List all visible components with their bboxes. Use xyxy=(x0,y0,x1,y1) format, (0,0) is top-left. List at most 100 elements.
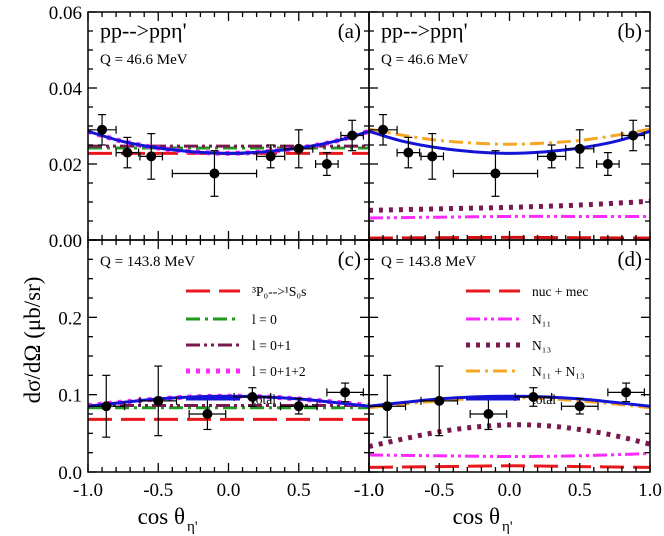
data-point xyxy=(139,133,164,180)
panel-label: (c) xyxy=(338,247,361,271)
y-tick-label: 0.04 xyxy=(49,79,83,100)
y-tick-label: 0.00 xyxy=(49,231,82,252)
data-point xyxy=(340,119,364,152)
data-point-marker xyxy=(434,395,445,406)
panel-plot-area-a xyxy=(88,113,369,197)
x-axis-label-left-subscript: η' xyxy=(187,519,198,535)
series-line-total xyxy=(88,129,369,155)
data-point xyxy=(596,152,620,176)
panel-plot-area-c xyxy=(88,365,369,438)
data-point-marker xyxy=(153,395,164,406)
data-point xyxy=(536,144,567,169)
energy-annotation: Q = 143.8 MeV xyxy=(100,254,195,270)
data-point xyxy=(607,382,645,403)
data-point-marker xyxy=(546,151,557,162)
y-tick-label: 0.1 xyxy=(58,386,82,407)
series-line-n11 xyxy=(369,451,650,459)
data-point xyxy=(452,150,539,197)
x-tick-label: 0.0 xyxy=(217,480,241,501)
data-point-marker xyxy=(101,401,112,412)
panel-a: 0.00 0.02 0.04 0.06 pp-->ppη' Q = 46.6 MeV (a) xyxy=(49,3,370,252)
data-point-marker xyxy=(321,159,332,169)
data-point-marker xyxy=(347,130,358,141)
series-line-n11-n13 xyxy=(369,127,650,146)
x-tick-label: -1.0 xyxy=(354,480,384,501)
x-axis-label-left: cos θ xyxy=(138,504,185,529)
data-point-marker xyxy=(293,401,304,412)
data-point xyxy=(420,365,459,437)
data-point xyxy=(369,374,407,438)
data-point-marker xyxy=(621,387,632,398)
data-point-marker xyxy=(340,387,351,398)
data-point xyxy=(139,365,178,437)
series-line-total xyxy=(369,394,650,408)
data-point xyxy=(279,397,318,415)
legend-label: total xyxy=(532,392,556,407)
x-tick-label: -0.5 xyxy=(143,480,173,501)
x-tick-label: -1.0 xyxy=(73,480,103,501)
legend-label: total xyxy=(252,392,276,407)
y-tick-label: 0.02 xyxy=(49,155,82,176)
panel-label: (d) xyxy=(618,247,643,271)
series-line-n13 xyxy=(369,422,650,449)
legend-d: nuc + mec N₁₁ N₁₃ N₁₁ + N₁₃ total xyxy=(466,284,588,407)
data-point xyxy=(233,387,272,407)
data-point xyxy=(188,397,227,431)
data-point-marker xyxy=(602,159,613,169)
legend-label: l = 0+1 xyxy=(252,338,291,353)
x-tick-label: 1.0 xyxy=(638,480,662,501)
data-point-marker xyxy=(202,409,213,419)
data-point xyxy=(565,129,595,169)
y-tick-label: 0.2 xyxy=(58,308,82,329)
data-point-marker xyxy=(146,151,157,162)
x-tick-label: -0.5 xyxy=(424,480,454,501)
data-point-marker xyxy=(574,401,585,412)
energy-annotation: Q = 143.8 MeV xyxy=(381,254,476,270)
legend-label: l = 0 xyxy=(252,312,277,327)
y-tick-label: 0.06 xyxy=(49,3,82,24)
data-point-marker xyxy=(97,124,108,135)
legend-label: l = 0+1+2 xyxy=(252,364,306,379)
data-point xyxy=(88,113,117,146)
legend-label: N₁₁ + N₁₃ xyxy=(532,364,585,379)
panel-frame-c xyxy=(87,239,370,473)
data-point-marker xyxy=(490,168,501,179)
data-point xyxy=(115,136,140,169)
data-point-marker xyxy=(628,130,639,141)
data-point-marker xyxy=(209,168,220,179)
energy-annotation: Q = 46.6 MeV xyxy=(100,52,188,68)
data-point xyxy=(315,152,339,176)
data-point xyxy=(256,144,286,169)
panel-plot-area-d xyxy=(369,365,650,469)
data-point-marker xyxy=(382,401,393,412)
x-tick-label: 0.5 xyxy=(568,480,592,501)
series-line-n13 xyxy=(369,198,650,213)
legend-label: N₁₃ xyxy=(532,338,551,353)
series-line-total xyxy=(88,394,369,408)
y-axis-label: dσ/dΩ (μb/sr) xyxy=(20,277,45,404)
data-point xyxy=(396,136,421,169)
data-point-marker xyxy=(574,143,585,154)
x-axis-label-right: cos θ xyxy=(453,504,500,529)
data-point-marker xyxy=(378,124,389,135)
data-point xyxy=(326,382,364,403)
data-point xyxy=(171,150,258,197)
data-point-marker xyxy=(528,391,539,402)
x-tick-label: -1.0 xyxy=(354,480,384,501)
panel-plot-area-b xyxy=(369,113,650,240)
y-tick-label: 0.0 xyxy=(58,463,82,484)
x-tick-label: 0.5 xyxy=(287,480,311,501)
panel-label: (a) xyxy=(338,19,361,43)
data-point-marker xyxy=(265,151,276,162)
legend-label: nuc + mec xyxy=(532,284,588,299)
data-point xyxy=(420,133,445,180)
series-line-n11 xyxy=(369,214,650,220)
legend-label: ³P₀-->¹S₀s xyxy=(252,284,306,299)
series-line-total xyxy=(369,129,650,155)
data-point xyxy=(88,374,126,438)
legend-c: ³P₀-->¹S₀s l = 0 l = 0+1 l = 0+1+2 total xyxy=(186,284,306,407)
data-point-marker xyxy=(483,409,494,419)
energy-annotation: Q = 46.6 MeV xyxy=(381,52,469,68)
legend-label: N₁₁ xyxy=(532,312,551,327)
